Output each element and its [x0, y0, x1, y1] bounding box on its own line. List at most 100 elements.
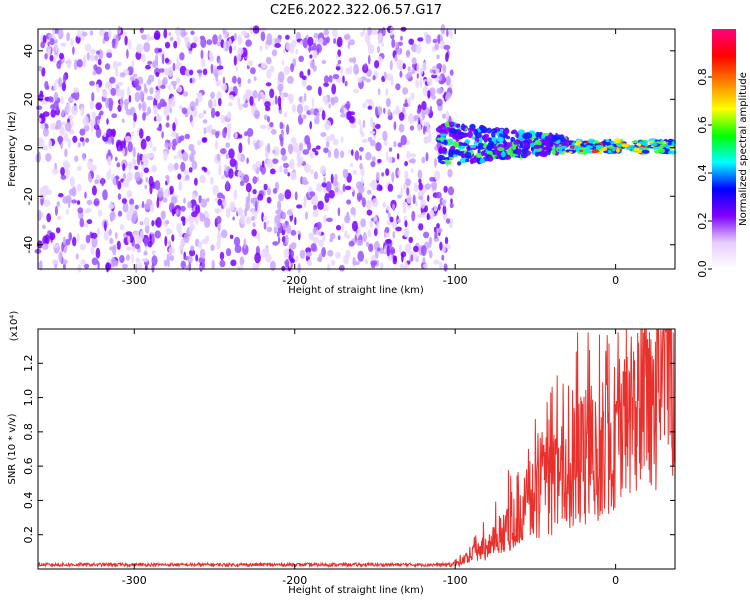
spectrogram-cell [304, 92, 307, 102]
spectrogram-cell [337, 235, 341, 241]
spectrogram-cell [342, 75, 345, 84]
spectrogram-cell [269, 88, 275, 99]
spectrogram-cell [161, 210, 166, 220]
spectrogram-cell [318, 239, 324, 248]
spectrogram-cell [411, 68, 416, 75]
spectrogram-cell [90, 246, 95, 255]
spectrogram-cell [212, 184, 219, 196]
spectrogram-cell [358, 118, 362, 126]
spectrogram-cell [447, 168, 453, 178]
spectrogram-cell [61, 82, 67, 92]
spectrogram-cell [333, 148, 339, 159]
spectrogram-cell [351, 186, 354, 193]
spectrogram-cell [151, 263, 155, 273]
spectrogram-cell [61, 109, 65, 117]
spectrogram-cell [233, 55, 237, 66]
spectrogram-cell [437, 34, 441, 45]
spectrogram-cell [316, 43, 322, 53]
spectrogram-cell [418, 195, 424, 200]
spectrogram-cell [178, 181, 183, 192]
spectrogram-cell [266, 226, 273, 232]
spectrogram-cell [410, 92, 415, 101]
spectrogram-cell [332, 73, 340, 80]
spectrogram-cell [203, 167, 208, 173]
spectrogram-cell [302, 149, 310, 155]
spectrogram-cell [244, 131, 248, 137]
spectrogram-cell [134, 165, 139, 170]
spectrogram-cell [206, 197, 210, 202]
spectrogram-cell [57, 136, 64, 143]
spectrogram-cell [346, 100, 350, 111]
spectrogram-cell [157, 187, 164, 198]
spectrogram-cell [50, 108, 56, 118]
spectrogram-cell [188, 50, 192, 55]
spectrogram-cell [422, 126, 426, 135]
spectrogram-cell [299, 249, 306, 259]
spectrogram-cell [332, 29, 338, 38]
spectrogram-cell [523, 153, 529, 157]
spectrogram-cell [168, 246, 175, 255]
spectrogram-cell [381, 42, 384, 47]
spectrogram-cell [170, 131, 177, 138]
spectrogram-cell [110, 87, 117, 96]
spectrogram-cell [421, 156, 426, 164]
spectrogram-cell [79, 137, 85, 142]
spectrogram-cell [436, 87, 444, 95]
spectrogram-cell [93, 198, 100, 207]
spectrogram-cell [61, 241, 64, 252]
spectrogram-cell [134, 91, 141, 103]
spectrogram-cell [217, 65, 224, 70]
spectrogram-cell [68, 96, 74, 104]
spectrogram-cell [159, 68, 165, 73]
spectrogram-cell [222, 28, 226, 35]
spectrogram-cell [71, 199, 77, 204]
spectrogram-x-label: Height of straight line (km) [288, 285, 424, 296]
spectrogram-cell [376, 220, 380, 230]
spectrogram-cell [358, 195, 363, 201]
spectrogram-cell [172, 122, 176, 132]
spectrogram-cell [411, 210, 416, 222]
spectrogram-cell [122, 172, 127, 181]
spectrogram-cell [396, 153, 400, 160]
spectrogram-cell [405, 178, 412, 187]
spectrogram-cell [328, 75, 333, 83]
spectrogram-cell [62, 263, 66, 270]
spectrogram-cell [128, 38, 132, 50]
spectrogram-cell [260, 31, 266, 42]
spectrogram-marks [34, 24, 677, 274]
spectrogram-cell [271, 158, 279, 164]
spectrogram-cell [156, 197, 160, 209]
spectrogram-cell [431, 181, 438, 191]
spectrogram-cell [48, 96, 53, 103]
spectrogram-cell [403, 205, 407, 214]
spectrogram-cell [272, 146, 280, 157]
spectrogram-cell [218, 34, 222, 42]
spectrogram-cell [338, 266, 344, 271]
spectrogram-cell [103, 230, 110, 241]
spectrogram-cell [127, 235, 131, 244]
spectrogram-cell [187, 201, 192, 209]
spectrogram-cell [111, 113, 118, 119]
spectrogram-cell [189, 249, 196, 257]
spectrogram-cell [561, 140, 567, 146]
spectrogram-cell [417, 169, 423, 180]
spectrogram-cell [404, 228, 409, 238]
spectrogram-cell [173, 40, 178, 49]
spectrogram-cell [175, 132, 179, 143]
spectrogram-cell [591, 149, 598, 154]
spectrogram-cell [376, 106, 383, 116]
spectrogram-cell [438, 74, 442, 82]
spectrogram-cell [469, 158, 474, 165]
spectrogram-cell [140, 138, 147, 150]
spectrogram-cell [126, 210, 133, 222]
x-tick-label: -100 [443, 274, 468, 287]
colorbar-label: Normalized spectral amplitude [738, 72, 749, 226]
spectrogram-cell [121, 198, 127, 204]
spectrogram-cell [183, 169, 189, 176]
spectrogram-cell [171, 208, 177, 215]
spectrogram-cell [108, 203, 115, 209]
spectrogram-cell [226, 122, 232, 133]
spectrogram-cell [246, 157, 249, 164]
spectrogram-cell [164, 236, 168, 247]
spectrogram-cell [352, 56, 357, 64]
